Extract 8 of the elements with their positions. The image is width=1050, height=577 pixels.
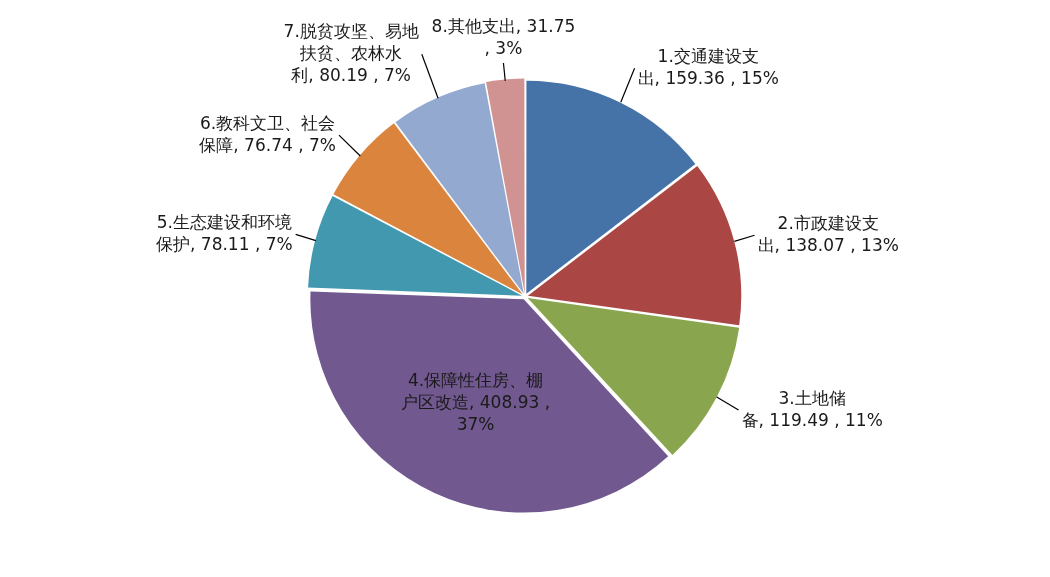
slice-label: 7.脱贫攻坚、易地扶贫、农林水利, 80.19 , 7% (283, 20, 419, 85)
slice-label: 5.生态建设和环境保护, 78.11 , 7% (156, 211, 293, 254)
slice-label: 4.保障性住房、棚户区改造, 408.93 , 37% (400, 370, 551, 435)
slice-label: 8.其他支出, 31.75 , 3% (431, 16, 576, 59)
slice-label: 3.土地储备, 119.49 , 11% (741, 387, 883, 430)
slice-label: 2.市政建设支出, 138.07 , 13% (757, 212, 899, 255)
slice-label: 1.交通建设支出, 159.36 , 15% (637, 45, 779, 88)
slice-label: 6.教科文卫、社会保障, 76.74 , 7% (199, 112, 336, 155)
